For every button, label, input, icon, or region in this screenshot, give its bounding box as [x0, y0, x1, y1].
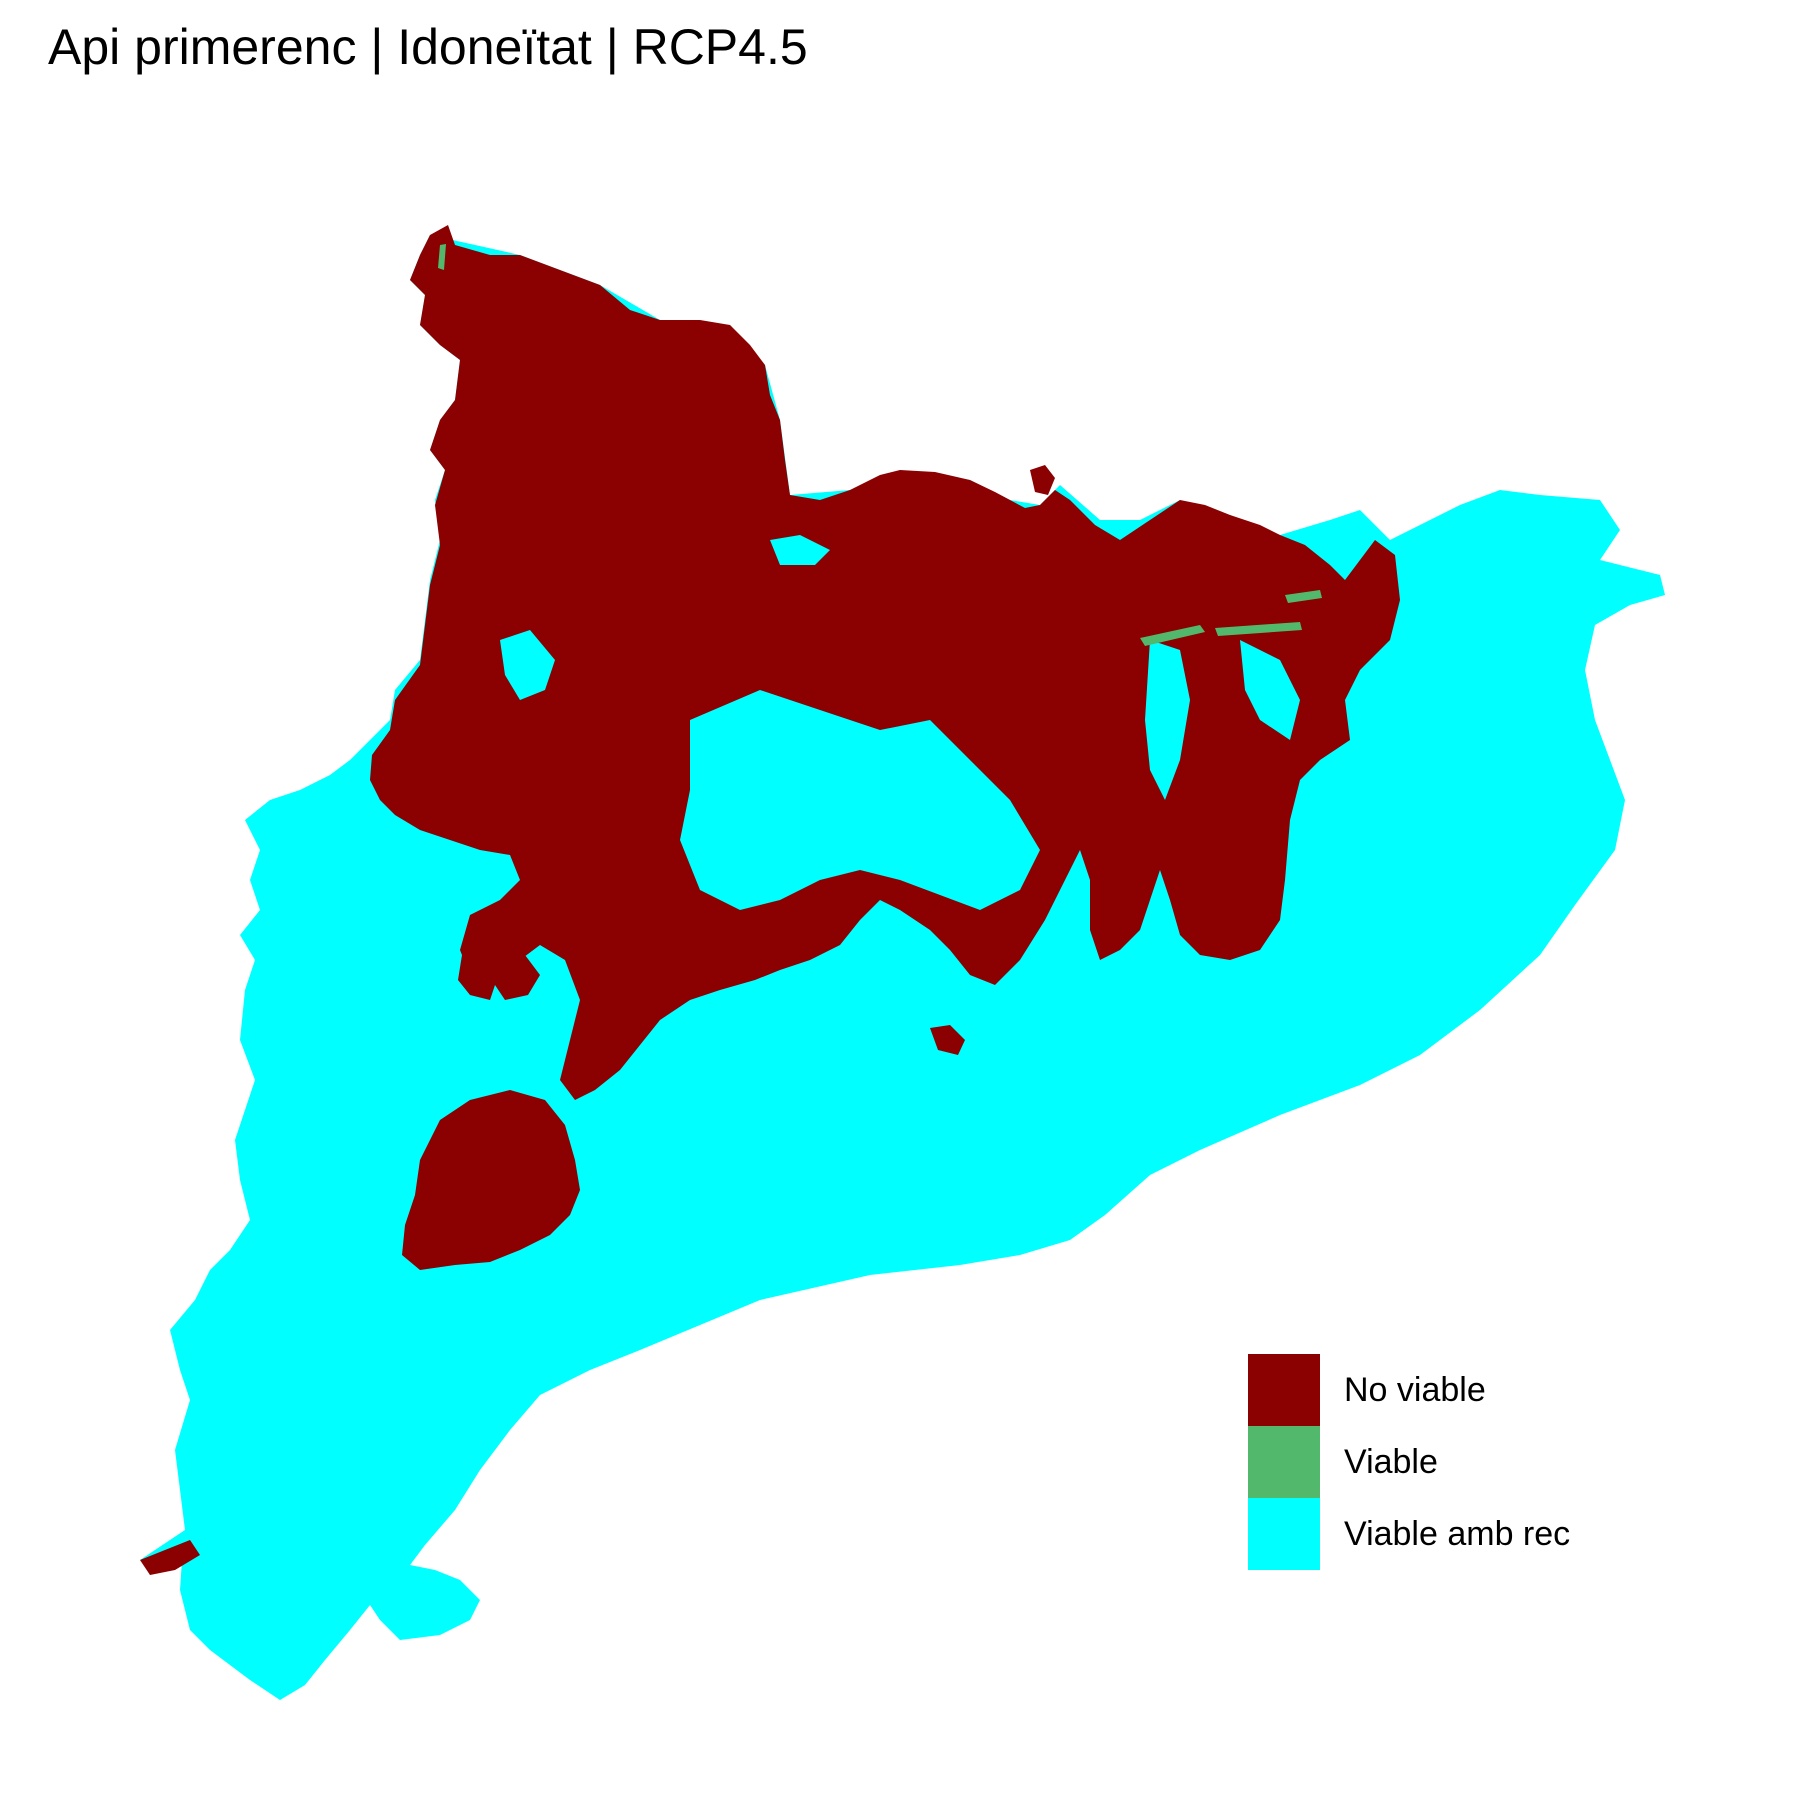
legend-swatch-viable — [1248, 1426, 1320, 1498]
region-rec-valley-central — [680, 690, 1040, 910]
region-rec-valley-north — [770, 535, 830, 565]
region-viable-strip-1 — [1140, 625, 1205, 646]
legend-label-no-viable: No viable — [1344, 1370, 1486, 1409]
region-viable-strip-3 — [1285, 590, 1322, 603]
region-no-viable-west — [458, 945, 540, 1000]
legend-item-no-viable: No viable — [1248, 1354, 1570, 1426]
region-no-viable-southwest-islet — [140, 1540, 200, 1575]
region-no-viable-south — [402, 1090, 580, 1270]
region-rec-valley-east — [1145, 640, 1190, 800]
legend: No viable Viable Viable amb rec — [1248, 1354, 1570, 1570]
region-rec-valley-northeast — [1240, 640, 1300, 740]
region-no-viable-ne-island — [1030, 465, 1055, 495]
region-rec-valley-west — [500, 630, 555, 700]
legend-item-viable: Viable — [1248, 1426, 1570, 1498]
region-no-viable-north — [370, 225, 1400, 1100]
legend-swatch-viable-amb-rec — [1248, 1498, 1320, 1570]
region-no-viable-central-islet — [930, 1025, 965, 1055]
region-viable-strip-2 — [1215, 622, 1302, 636]
map-title: Api primerenc | Idoneïtat | RCP4.5 — [48, 19, 808, 75]
legend-label-viable-amb-rec: Viable amb rec — [1344, 1514, 1571, 1553]
region-viable-strip-4 — [438, 244, 446, 270]
legend-swatch-no-viable — [1248, 1354, 1320, 1426]
legend-label-viable: Viable — [1344, 1442, 1438, 1481]
legend-item-viable-amb-rec: Viable amb rec — [1248, 1498, 1570, 1570]
